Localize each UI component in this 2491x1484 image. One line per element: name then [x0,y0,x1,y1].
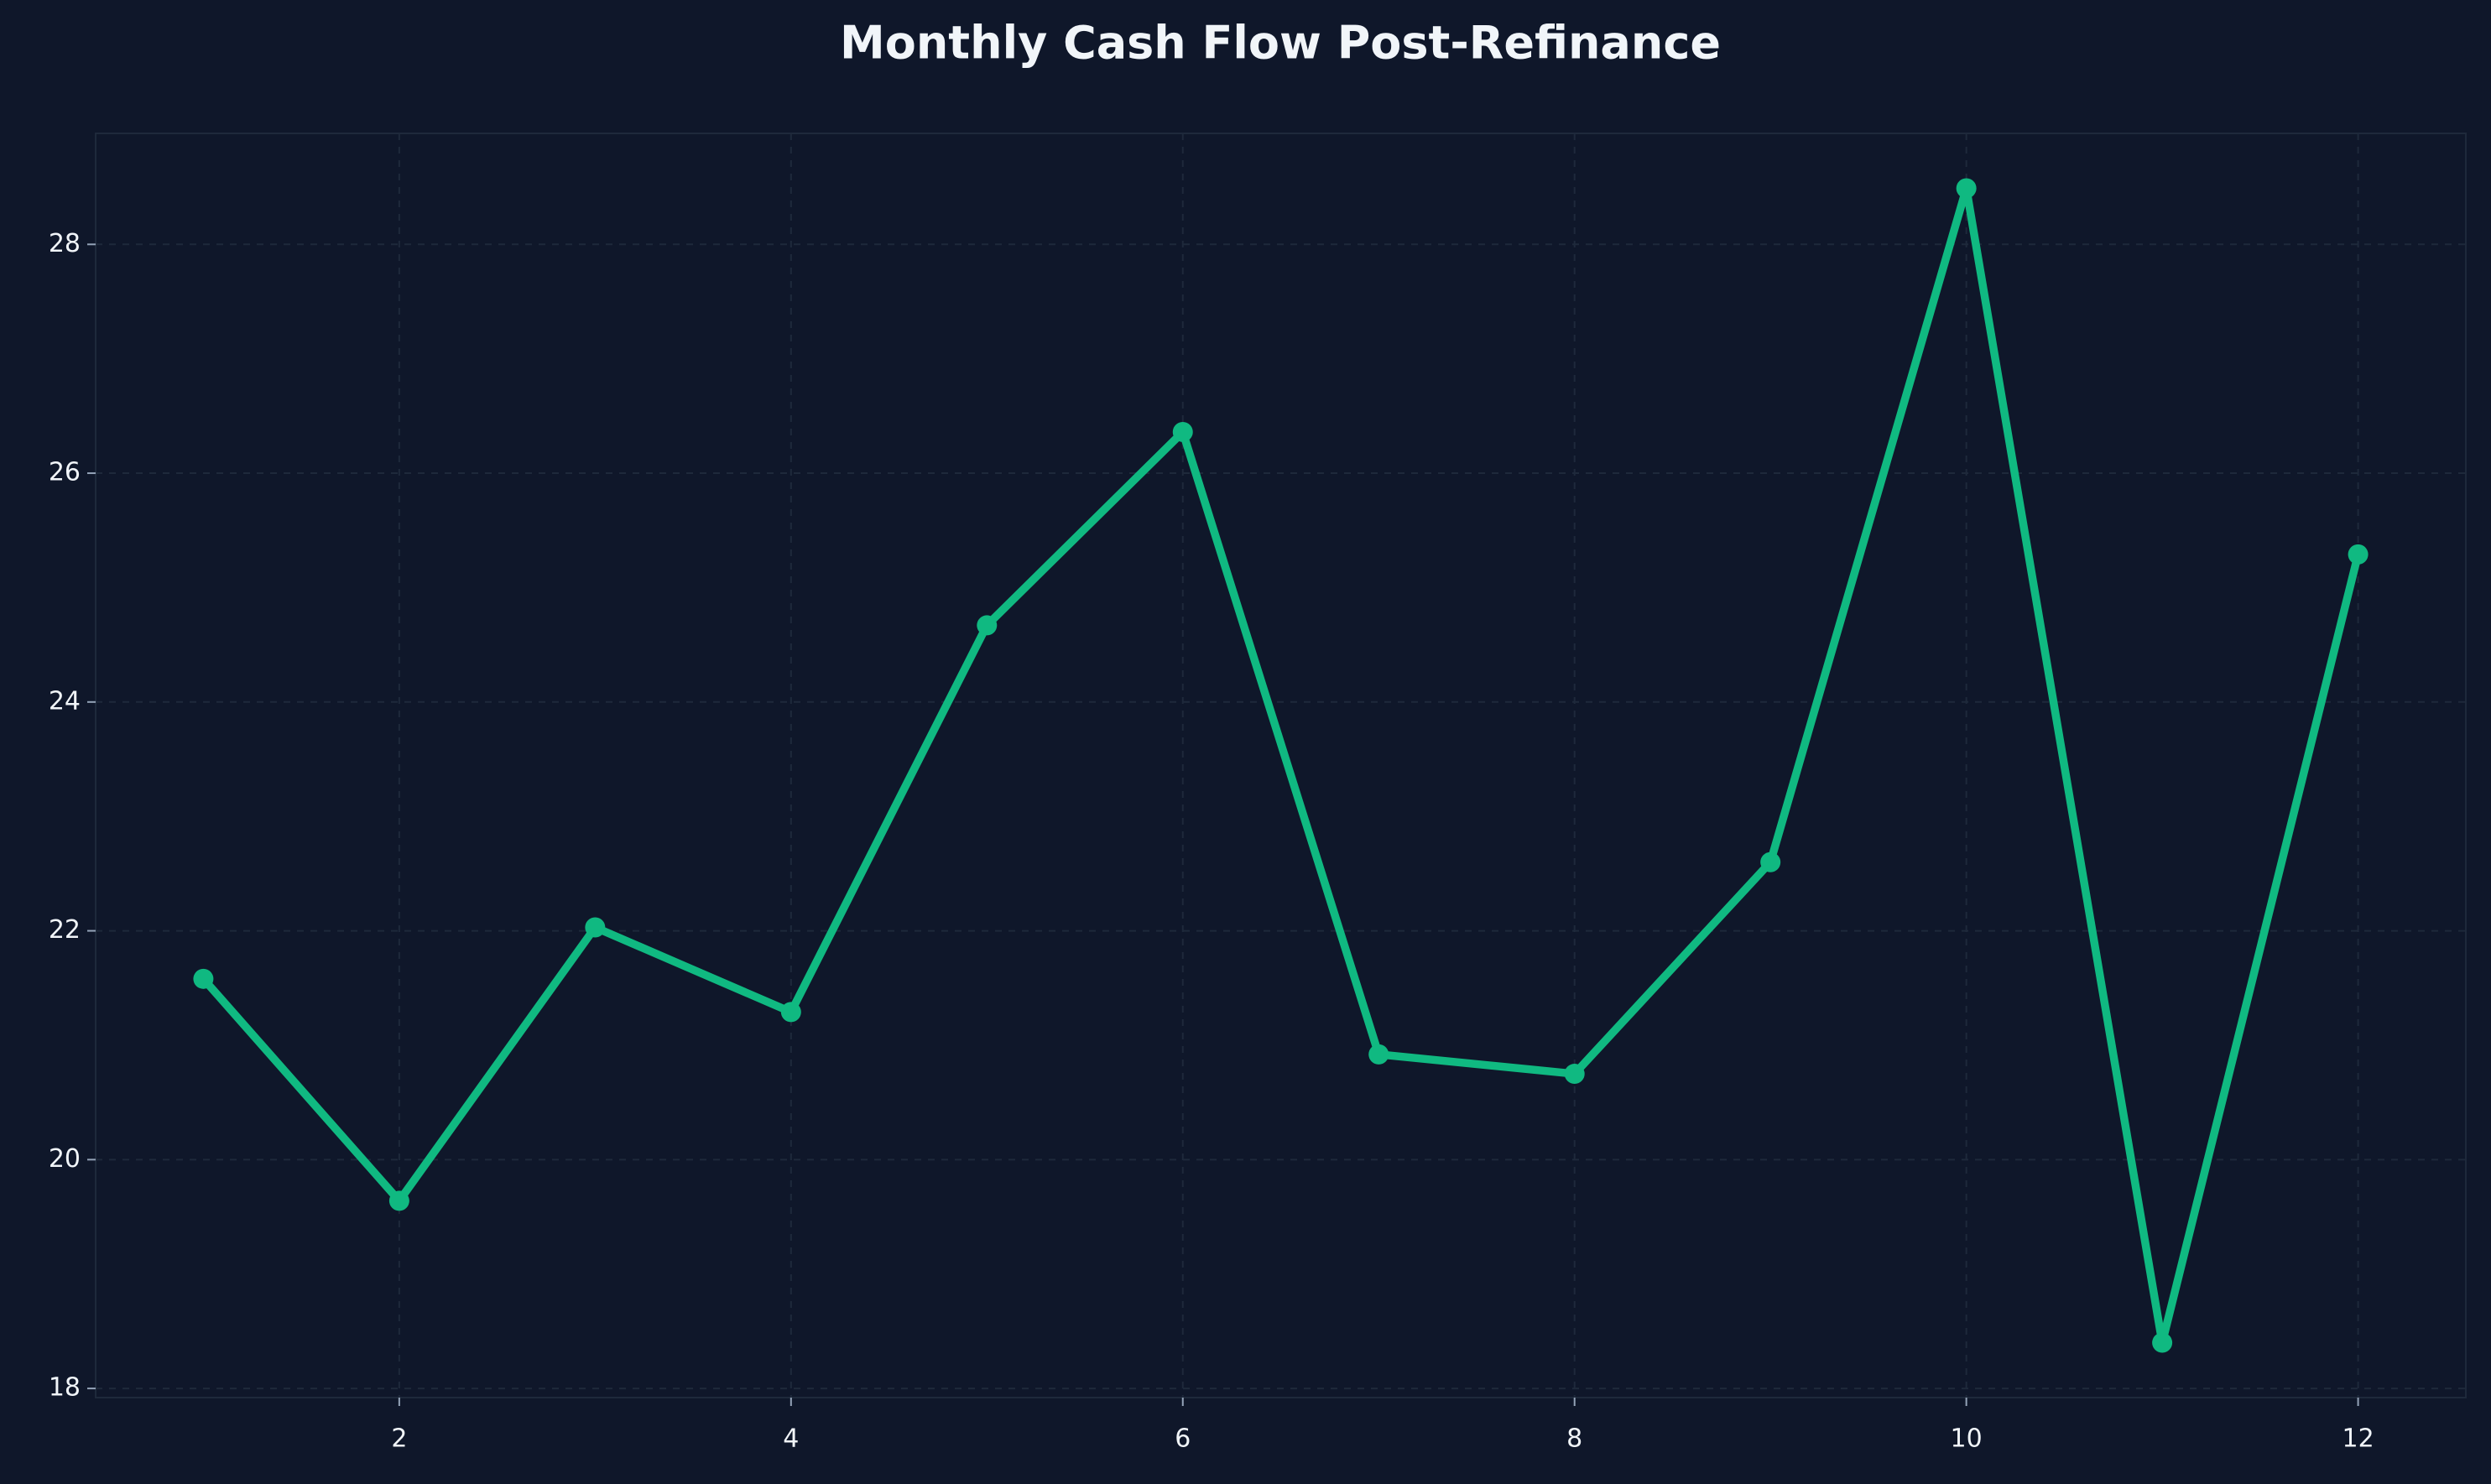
y-tick-label: 26 [49,458,81,487]
data-line [200,184,2363,1347]
data-point [2152,1332,2173,1353]
x-tick-label: 8 [1566,1424,1582,1454]
x-tick-label: 6 [1175,1424,1191,1454]
chart-title: Monthly Cash Flow Post-Refinance [840,17,1721,70]
data-point [193,968,214,989]
data-point [1368,1044,1389,1065]
data-point [1172,421,1193,442]
data-point [1564,1064,1585,1085]
x-tick-label: 2 [391,1424,407,1454]
y-tick-label: 28 [49,229,81,258]
y-tick-label: 22 [49,915,81,945]
data-point [1956,178,1977,199]
y-tick-label: 24 [49,686,81,716]
data-point [780,1002,801,1023]
y-tick-label: 20 [49,1144,81,1174]
data-point [977,615,998,636]
y-tick-label: 18 [49,1373,81,1403]
data-point [388,1190,409,1211]
plot-area [95,133,2467,1398]
x-tick-label: 10 [1951,1424,1983,1454]
x-tick-label: 12 [2342,1424,2374,1454]
data-point [585,917,606,938]
data-point [1760,851,1781,872]
data-point [2348,544,2369,565]
x-tick-label: 4 [783,1424,799,1454]
